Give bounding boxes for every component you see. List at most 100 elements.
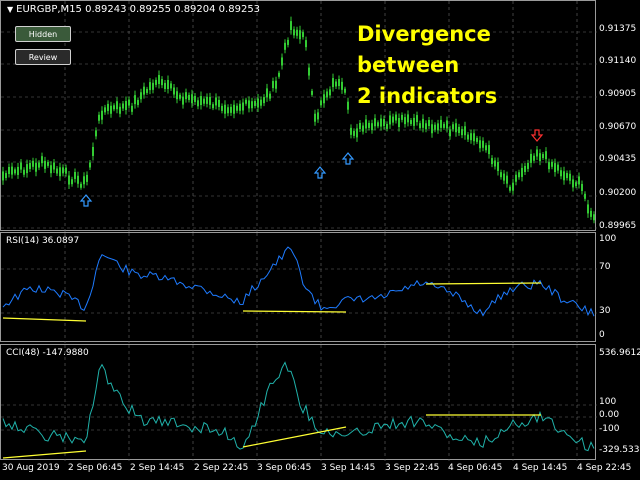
candle-body xyxy=(104,107,106,113)
candle-body xyxy=(50,165,52,174)
candle-body xyxy=(68,175,70,185)
candle-body xyxy=(206,96,208,104)
rsi-tick: 30 xyxy=(599,306,611,316)
candle-body xyxy=(209,96,211,105)
candle-body xyxy=(386,123,388,129)
candle-body xyxy=(464,126,466,136)
candle-body xyxy=(443,123,445,128)
time-tick: 2 Sep 14:45 xyxy=(130,463,185,473)
price-tick: 0.91140 xyxy=(599,56,637,66)
candle-body xyxy=(428,120,430,127)
candle-body xyxy=(455,123,457,133)
candle-body xyxy=(530,153,532,163)
candle-body xyxy=(173,87,175,95)
candle-body xyxy=(494,160,496,167)
candle-body xyxy=(302,32,304,38)
candle-body xyxy=(347,101,349,110)
candle-body xyxy=(263,97,265,104)
candle-body xyxy=(26,164,28,174)
candle-body xyxy=(416,115,418,123)
candle-body xyxy=(113,105,115,110)
arrow-up-icon xyxy=(341,152,355,165)
candle-body xyxy=(401,114,403,120)
symbol-info-text: EURGBP,M15 0.89243 0.89255 0.89204 0.892… xyxy=(16,4,261,15)
time-tick: 4 Sep 14:45 xyxy=(513,463,568,473)
candle-body xyxy=(482,140,484,148)
candle-body xyxy=(389,115,391,125)
candle-body xyxy=(434,124,436,130)
cci-divergence-line xyxy=(242,426,347,448)
candle-body xyxy=(218,99,220,107)
candle-body xyxy=(515,174,517,182)
candle-body xyxy=(41,156,43,164)
candle-body xyxy=(62,167,64,174)
candle-body xyxy=(47,161,49,166)
candle-body xyxy=(269,93,271,99)
candle-body xyxy=(185,92,187,100)
candle-body xyxy=(77,175,79,184)
candle-body xyxy=(287,39,289,45)
cci-tick: -100 xyxy=(599,424,620,434)
candle-body xyxy=(572,179,574,188)
candle-body xyxy=(377,122,379,127)
candle-body xyxy=(365,119,367,129)
candle-body xyxy=(323,94,325,104)
candle-body xyxy=(569,173,571,181)
candle-body xyxy=(539,153,541,162)
review-button[interactable]: Review xyxy=(15,49,71,65)
rsi-tick: 100 xyxy=(599,234,617,244)
candle-body xyxy=(248,100,250,109)
rsi-tick: 0 xyxy=(599,330,605,340)
candle-body xyxy=(521,167,523,177)
candle-body xyxy=(344,88,346,93)
candle-body xyxy=(194,95,196,102)
candle-body xyxy=(56,168,58,174)
candle-body xyxy=(65,167,67,174)
candle-body xyxy=(230,106,232,113)
time-tick: 30 Aug 2019 xyxy=(2,463,60,473)
candle-body xyxy=(491,158,493,165)
candle-body xyxy=(101,110,103,120)
price-chart-pane[interactable]: ▼ EURGBP,M15 0.89243 0.89255 0.89204 0.89… xyxy=(0,0,597,232)
candle-body xyxy=(236,105,238,111)
candle-body xyxy=(566,173,568,179)
candle-body xyxy=(380,118,382,127)
candle-body xyxy=(392,116,394,123)
arrow-up-icon xyxy=(313,166,327,179)
candle-body xyxy=(239,103,241,111)
rsi-indicator-pane[interactable]: RSI(14) 36.0897 xyxy=(0,232,597,343)
candle-body xyxy=(350,127,352,135)
candle-body xyxy=(179,94,181,99)
price-tick: 0.90200 xyxy=(599,188,637,198)
candle-body xyxy=(446,120,448,129)
symbol-info: ▼ EURGBP,M15 0.89243 0.89255 0.89204 0.89… xyxy=(7,4,260,15)
candle-body xyxy=(326,91,328,98)
candle-body xyxy=(278,72,280,77)
candle-body xyxy=(131,105,133,112)
candle-body xyxy=(305,40,307,48)
candle-body xyxy=(479,140,481,149)
cci-indicator-pane[interactable]: CCI(48) -147.9880 xyxy=(0,344,597,461)
candle-body xyxy=(299,30,301,40)
candle-body xyxy=(398,118,400,128)
candle-body xyxy=(593,214,595,221)
time-tick: 3 Sep 14:45 xyxy=(321,463,376,473)
candle-body xyxy=(266,88,268,98)
cci-tick: -329.5331 xyxy=(599,445,640,455)
candle-body xyxy=(242,102,244,111)
candle-body xyxy=(128,99,130,106)
candle-body xyxy=(470,133,472,141)
candle-body xyxy=(407,114,409,123)
candle-body xyxy=(32,160,34,167)
candle-body xyxy=(170,83,172,89)
candle-body xyxy=(119,106,121,114)
candle-body xyxy=(23,169,25,175)
candle-body xyxy=(260,99,262,106)
candle-body xyxy=(197,100,199,107)
cci-line xyxy=(2,361,595,452)
hidden-button[interactable]: Hidden xyxy=(15,26,71,42)
price-tick: 0.91375 xyxy=(599,24,637,34)
candle-body xyxy=(71,179,73,185)
symbol-dropdown-icon[interactable]: ▼ xyxy=(7,5,14,14)
candle-body xyxy=(548,162,550,170)
